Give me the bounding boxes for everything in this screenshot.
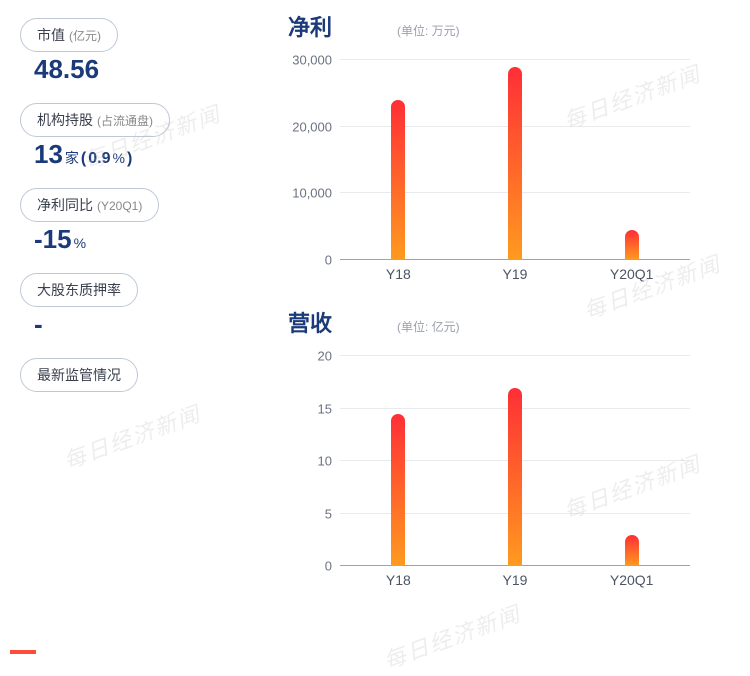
metric-market-cap: 市值 (亿元) 48.56 (20, 18, 250, 85)
chart-revenue-title: 营收 (288, 306, 332, 338)
inst-hold-label: 机构持股 (37, 110, 93, 130)
metric-regulatory: 最新监管情况 (20, 358, 250, 392)
y-tick-label: 5 (325, 506, 340, 521)
chart-profit-title: 净利 (288, 10, 332, 42)
x-category-label: Y20Q1 (610, 266, 654, 282)
metric-profit-yoy: 净利同比 (Y20Q1) -15% (20, 188, 250, 255)
inst-hold-pct-unit: % (113, 150, 125, 166)
chart-profit: 净利 (单位: 万元) 0 10,000 20,000 30,000 Y18 Y19 Y20… (280, 10, 730, 290)
chart-bar (508, 67, 522, 260)
chart-profit-unit: (单位: 万元) (397, 22, 460, 39)
accent-bar-icon (10, 650, 36, 654)
x-category-label: Y18 (386, 266, 411, 282)
x-category-label: Y19 (503, 266, 528, 282)
regulatory-label: 最新监管情况 (37, 365, 121, 385)
inst-hold-unit: 家 (65, 148, 79, 168)
pill-regulatory: 最新监管情况 (20, 358, 138, 392)
chart-revenue-plot: 05101520Y18Y19Y20Q1 (340, 356, 690, 566)
gridline (340, 59, 690, 60)
pill-inst-hold: 机构持股 (占流通盘) (20, 103, 170, 137)
metric-inst-hold: 机构持股 (占流通盘) 13家(0.9%) (20, 103, 250, 170)
chart-bar (625, 230, 639, 260)
pill-pledge: 大股东质押率 (20, 273, 138, 307)
y-tick-label: 0 (325, 559, 340, 574)
profit-yoy-value: -15 (34, 224, 72, 255)
metric-pledge: 大股东质押率 - (20, 273, 250, 340)
profit-yoy-unit: % (74, 235, 86, 251)
paren-open: ( (81, 150, 86, 168)
chart-revenue-header: 营收 (单位: 亿元) (280, 306, 730, 338)
x-category-label: Y20Q1 (610, 572, 654, 588)
pill-profit-yoy: 净利同比 (Y20Q1) (20, 188, 159, 222)
y-tick-label: 20 (318, 349, 340, 364)
inst-hold-label-sub: (占流通盘) (97, 112, 153, 129)
chart-profit-plot: 010,00020,00030,000Y18Y19Y20Q1 (340, 60, 690, 260)
x-category-label: Y18 (386, 572, 411, 588)
profit-yoy-value-row: -15% (20, 224, 250, 255)
watermark: 每日经济新闻 (379, 596, 525, 675)
inst-hold-pct: 0.9 (88, 150, 110, 168)
y-tick-label: 10 (318, 454, 340, 469)
chart-revenue: 营收 (单位: 亿元) 0 5 10 15 20 Y18 Y19 Y20Q1 (280, 306, 730, 596)
market-cap-value: 48.56 (20, 54, 250, 85)
main-container: 市值 (亿元) 48.56 机构持股 (占流通盘) 13家(0.9%) 净利同比… (0, 0, 750, 606)
profit-yoy-label-sub: (Y20Q1) (97, 199, 142, 213)
left-metrics-column: 市值 (亿元) 48.56 机构持股 (占流通盘) 13家(0.9%) 净利同比… (20, 10, 250, 596)
y-tick-label: 10,000 (292, 186, 340, 201)
pledge-value: - (20, 309, 250, 340)
y-tick-label: 20,000 (292, 119, 340, 134)
chart-bar (391, 414, 405, 566)
chart-revenue-area: 0 5 10 15 20 Y18 Y19 Y20Q1 (280, 346, 700, 596)
market-cap-label-sub: (亿元) (69, 27, 101, 44)
right-charts-column: 净利 (单位: 万元) 0 10,000 20,000 30,000 Y18 Y19 Y20… (280, 10, 730, 596)
chart-bar (391, 100, 405, 260)
chart-bar (625, 535, 639, 567)
x-category-label: Y19 (503, 572, 528, 588)
chart-profit-header: 净利 (单位: 万元) (280, 10, 730, 42)
y-tick-label: 0 (325, 253, 340, 268)
y-tick-label: 30,000 (292, 53, 340, 68)
chart-profit-area: 0 10,000 20,000 30,000 Y18 Y19 Y20Q1 (280, 50, 700, 290)
chart-revenue-unit: (单位: 亿元) (397, 318, 460, 335)
profit-yoy-label: 净利同比 (37, 195, 93, 215)
gridline (340, 355, 690, 356)
chart-bar (508, 388, 522, 567)
inst-hold-value-row: 13家(0.9%) (20, 139, 250, 170)
inst-hold-count: 13 (34, 139, 63, 170)
pledge-label: 大股东质押率 (37, 280, 121, 300)
paren-close: ) (127, 150, 132, 168)
pill-market-cap: 市值 (亿元) (20, 18, 118, 52)
y-tick-label: 15 (318, 401, 340, 416)
market-cap-label: 市值 (37, 25, 65, 45)
